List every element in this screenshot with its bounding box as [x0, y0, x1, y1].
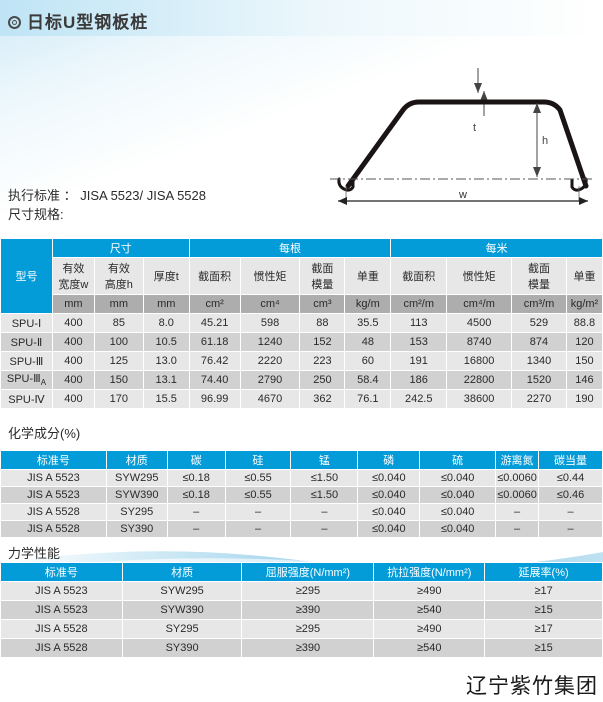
- svg-text:t: t: [473, 122, 476, 134]
- svg-text:w: w: [458, 189, 467, 201]
- svg-text:h: h: [542, 135, 548, 147]
